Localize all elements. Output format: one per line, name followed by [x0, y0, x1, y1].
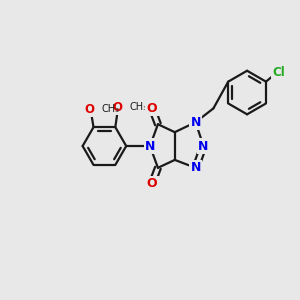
Text: O: O — [147, 102, 157, 115]
Text: N: N — [190, 161, 201, 174]
Text: CH₃: CH₃ — [101, 104, 120, 114]
Text: O: O — [147, 102, 157, 115]
Text: CH₃: CH₃ — [129, 102, 147, 112]
Text: O: O — [112, 101, 122, 114]
Text: O: O — [85, 103, 94, 116]
Text: N: N — [190, 116, 201, 129]
Text: N: N — [145, 140, 155, 152]
Text: N: N — [190, 116, 201, 129]
Text: O: O — [147, 177, 157, 190]
Text: N: N — [190, 161, 201, 174]
Text: Cl: Cl — [272, 66, 285, 79]
Text: N: N — [198, 140, 209, 152]
Text: N: N — [145, 140, 155, 152]
Text: N: N — [198, 140, 209, 152]
Text: O: O — [147, 177, 157, 190]
